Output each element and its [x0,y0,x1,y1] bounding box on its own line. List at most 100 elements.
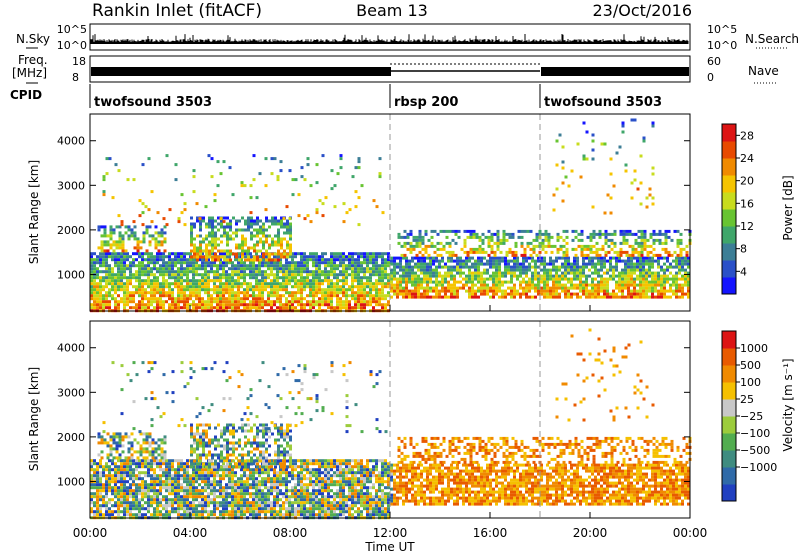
echo-cell [177,462,180,466]
echo-cell [258,474,261,478]
echo-cell [96,492,99,496]
echo-cell [243,513,246,517]
echo-cell [306,214,310,218]
echo-cell [171,273,174,277]
echo-cell [90,483,93,487]
echo-cell [624,262,627,266]
echo-cell [102,190,106,194]
echo-cell [480,289,483,293]
echo-cell [424,244,428,248]
echo-cell [252,288,255,292]
echo-cell [526,229,530,233]
echo-cell [211,243,214,247]
echo-cell [297,291,300,295]
echo-cell [426,280,429,284]
echo-cell [141,261,144,265]
echo-cell [636,292,639,296]
echo-cell [436,232,440,236]
echo-cell [270,507,273,511]
echo-cell [126,285,129,289]
echo-cell [354,276,357,280]
echo-cell [123,255,126,259]
echo-cell [150,480,153,484]
echo-cell [336,294,339,298]
echo-cell [126,495,129,499]
echo-cell [684,292,687,296]
echo-cell [264,303,267,307]
echo-cell [654,259,657,263]
echo-cell [273,489,276,493]
echo-cell [538,250,542,254]
echo-cell [648,256,651,260]
echo-cell [651,124,655,128]
echo-cell [138,483,141,487]
echo-cell [612,277,615,281]
echo-cell [150,297,153,301]
echo-cell [135,285,138,289]
echo-cell [622,241,626,245]
echo-cell [678,271,681,275]
echo-cell [225,291,228,295]
echo-cell [96,270,99,274]
echo-cell [318,291,321,295]
echo-cell [678,283,681,287]
echo-cell [240,468,243,472]
echo-cell [220,255,223,259]
echo-cell [210,267,213,271]
echo-cell [567,295,570,299]
echo-cell [222,288,225,292]
echo-cell [183,288,186,292]
echo-cell [297,267,300,271]
echo-cell [117,498,120,502]
echo-cell [312,261,315,265]
echo-cell [102,306,105,310]
echo-cell [192,190,196,194]
echo-cell [241,216,244,220]
echo-cell [609,268,612,272]
echo-cell [207,294,210,298]
echo-cell [463,241,467,245]
echo-cell [190,240,193,244]
echo-cell [588,256,591,260]
echo-cell [357,261,360,265]
echo-cell [330,261,333,265]
echo-cell [219,480,222,484]
echo-cell [165,507,168,511]
echo-cell [129,306,132,310]
echo-cell [360,294,363,298]
echo-cell [384,294,387,298]
echo-cell [114,465,117,469]
echo-cell [192,306,195,310]
echo-cell [225,489,228,493]
echo-cell [222,303,225,307]
echo-cell [148,240,152,244]
echo-cell [333,273,336,277]
echo-cell [618,289,621,293]
echo-cell [276,489,279,493]
echo-cell [186,471,189,475]
echo-cell [399,283,402,287]
echo-cell [438,283,441,287]
echo-cell [525,295,528,299]
echo-cell [483,271,486,275]
echo-cell [231,483,234,487]
echo-cell [117,513,120,517]
echo-cell [555,271,558,275]
echo-cell [486,268,489,272]
echo-cell [582,280,585,284]
echo-cell [255,492,258,496]
echo-cell [547,232,551,236]
echo-cell [255,495,258,499]
echo-cell [393,268,396,272]
echo-cell [99,513,102,517]
echo-cell [96,477,99,481]
echo-cell [93,306,96,310]
echo-cell [369,303,372,307]
echo-cell [315,181,319,185]
echo-cell [228,474,231,478]
echo-cell [258,501,261,505]
echo-cell [159,513,162,517]
echo-cell [219,513,222,517]
echo-cell [264,471,267,475]
echo-cell [174,276,177,280]
